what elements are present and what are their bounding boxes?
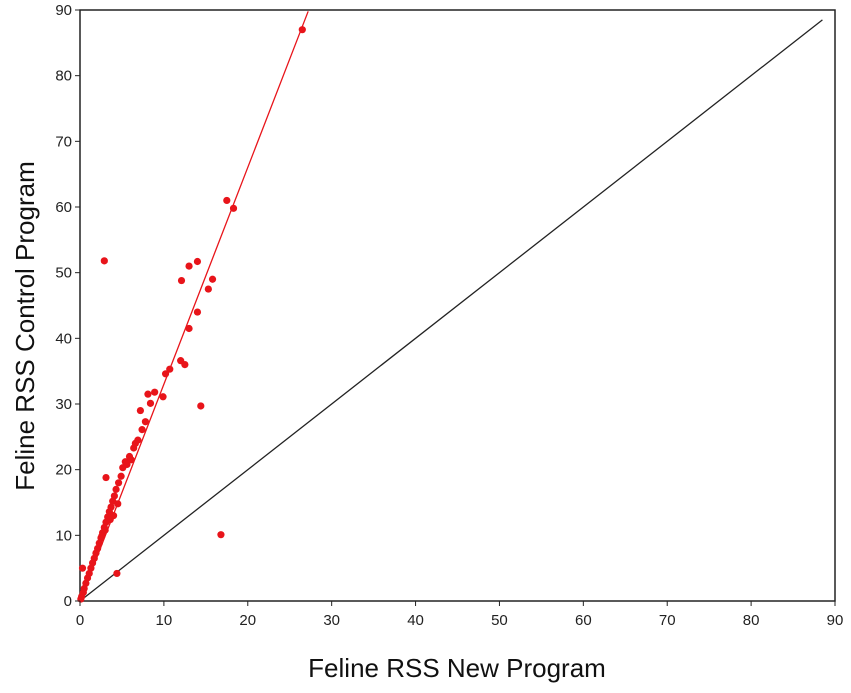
data-point <box>101 526 109 534</box>
y-tick-label: 90 <box>55 2 72 19</box>
data-point <box>114 500 122 508</box>
plot-frame <box>79 9 836 602</box>
data-point <box>193 257 202 266</box>
data-point <box>217 531 225 539</box>
data-point <box>127 456 135 464</box>
data-point <box>298 26 306 34</box>
x-tick-label: 90 <box>827 612 844 629</box>
y-axis-title: Feline RSS Control Program <box>10 161 40 490</box>
data-point <box>136 406 144 415</box>
y-tick-label: 60 <box>55 199 72 216</box>
data-point <box>102 473 110 482</box>
data-point <box>185 324 193 333</box>
plot-area <box>77 9 836 603</box>
x-axis-ticks: 0 10 20 30 40 50 60 70 80 90 <box>76 601 844 629</box>
x-tick-label: 70 <box>659 612 676 629</box>
data-point <box>185 262 193 270</box>
y-tick-label: 40 <box>55 330 72 347</box>
data-point <box>106 515 114 524</box>
data-point <box>229 204 238 212</box>
data-point <box>117 472 125 480</box>
data-point <box>123 460 131 469</box>
data-point <box>204 285 212 293</box>
x-tick-label: 10 <box>156 612 173 629</box>
data-point <box>197 402 205 410</box>
data-point <box>159 393 167 401</box>
data-point <box>166 365 174 373</box>
lines-layer <box>79 11 823 602</box>
y-tick-label: 10 <box>55 527 72 544</box>
data-point <box>100 257 108 265</box>
data-point <box>208 275 217 283</box>
data-point <box>131 439 139 447</box>
data-point <box>77 595 85 603</box>
data-point <box>223 196 231 205</box>
data-point <box>113 569 121 578</box>
x-tick-label: 30 <box>323 612 340 629</box>
data-point <box>146 399 155 407</box>
x-tick-label: 50 <box>491 612 508 629</box>
data-point <box>161 370 170 378</box>
data-point <box>112 485 120 493</box>
data-point <box>151 388 159 396</box>
y-tick-label: 20 <box>55 462 72 479</box>
x-tick-label: 80 <box>743 612 760 629</box>
data-point <box>114 479 123 487</box>
data-point <box>78 564 87 572</box>
y-axis-ticks: 0 10 20 30 40 50 60 70 80 90 <box>55 2 80 610</box>
x-axis-title: Feline RSS New Program <box>308 653 606 683</box>
x-tick-label: 0 <box>76 612 84 629</box>
data-point <box>98 532 106 540</box>
x-tick-label: 40 <box>407 612 424 629</box>
data-point <box>193 308 202 316</box>
y-tick-label: 70 <box>55 133 72 150</box>
data-point <box>141 418 150 426</box>
y-tick-label: 30 <box>55 396 72 413</box>
data-point <box>144 390 152 398</box>
data-point <box>177 276 186 285</box>
y-tick-label: 0 <box>64 593 72 610</box>
y-tick-label: 80 <box>55 68 72 85</box>
x-tick-label: 60 <box>575 612 592 629</box>
points-layer <box>77 26 306 603</box>
data-point <box>138 426 146 434</box>
identity-line <box>79 19 823 602</box>
data-point <box>181 361 189 369</box>
y-tick-label: 50 <box>55 265 72 282</box>
x-tick-label: 20 <box>239 612 256 629</box>
